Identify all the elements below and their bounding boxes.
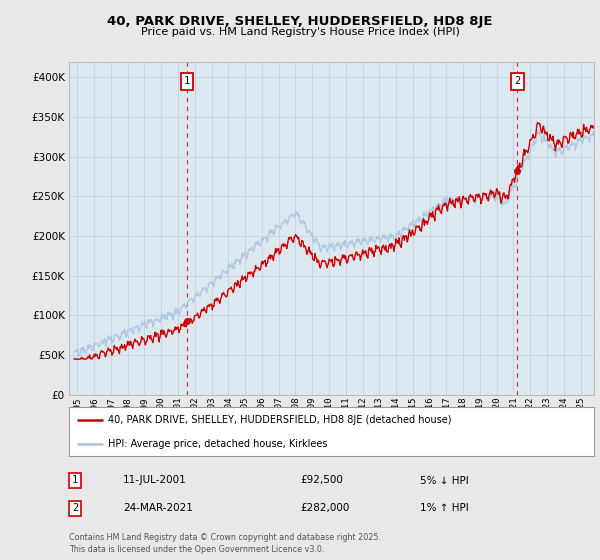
Text: 1: 1 bbox=[72, 475, 78, 486]
Text: HPI: Average price, detached house, Kirklees: HPI: Average price, detached house, Kirk… bbox=[109, 439, 328, 449]
Text: 11-JUL-2001: 11-JUL-2001 bbox=[123, 475, 187, 486]
Text: 40, PARK DRIVE, SHELLEY, HUDDERSFIELD, HD8 8JE (detached house): 40, PARK DRIVE, SHELLEY, HUDDERSFIELD, H… bbox=[109, 416, 452, 426]
Text: 5% ↓ HPI: 5% ↓ HPI bbox=[420, 475, 469, 486]
Text: Price paid vs. HM Land Registry's House Price Index (HPI): Price paid vs. HM Land Registry's House … bbox=[140, 27, 460, 37]
Text: £92,500: £92,500 bbox=[300, 475, 343, 486]
Text: 1% ↑ HPI: 1% ↑ HPI bbox=[420, 503, 469, 514]
Text: 1: 1 bbox=[184, 76, 190, 86]
Text: 24-MAR-2021: 24-MAR-2021 bbox=[123, 503, 193, 514]
Text: Contains HM Land Registry data © Crown copyright and database right 2025.
This d: Contains HM Land Registry data © Crown c… bbox=[69, 533, 381, 554]
Text: 2: 2 bbox=[72, 503, 78, 514]
Text: 40, PARK DRIVE, SHELLEY, HUDDERSFIELD, HD8 8JE: 40, PARK DRIVE, SHELLEY, HUDDERSFIELD, H… bbox=[107, 15, 493, 27]
Text: £282,000: £282,000 bbox=[300, 503, 349, 514]
Text: 2: 2 bbox=[514, 76, 520, 86]
